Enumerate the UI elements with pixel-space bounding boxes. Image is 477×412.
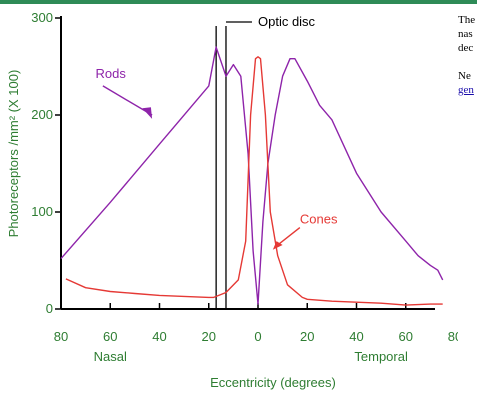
x-region-label-temporal: Temporal (354, 349, 408, 364)
x-tick-label: 20 (202, 329, 216, 344)
series-line-rods (60, 46, 444, 305)
side-text-line: nas (458, 28, 473, 40)
photoreceptor-density-chart: 010020030080604020020406080NasalTemporal… (6, 10, 458, 390)
annotation-rods-arrowhead (142, 107, 153, 119)
side-text-line: The (458, 14, 476, 26)
x-tick-label: 60 (399, 329, 413, 344)
y-tick-label: 300 (31, 10, 53, 25)
side-text-line: Ne (458, 70, 471, 82)
x-tick-label: 60 (103, 329, 117, 344)
x-tick-label: 80 (448, 329, 458, 344)
annotation-rods-arrow (102, 85, 153, 116)
x-region-label-nasal: Nasal (94, 349, 127, 364)
x-tick-label: 20 (300, 329, 314, 344)
chart-axes (55, 16, 435, 310)
y-tick-label: 0 (46, 301, 53, 316)
x-tick-label: 40 (152, 329, 166, 344)
annotation-rods-label: Rods (95, 66, 126, 81)
x-tick-label: 0 (254, 329, 261, 344)
chart-labels: 010020030080604020020406080NasalTemporal… (6, 10, 458, 390)
series-line-cones (65, 56, 443, 306)
side-text-line: dec (458, 42, 474, 54)
y-tick-label: 100 (31, 204, 53, 219)
x-axis-title: Eccentricity (degrees) (210, 375, 336, 390)
y-tick-label: 200 (31, 107, 53, 122)
annotation-cones-label: Cones (300, 212, 338, 227)
y-axis-title: Photoreceptors /mm² (X 100) (6, 70, 21, 238)
chart-marks (60, 21, 444, 309)
side-text-link[interactable]: gen (458, 84, 474, 96)
optic-disc-label: Optic disc (258, 14, 316, 29)
x-tick-label: 40 (349, 329, 363, 344)
x-tick-label: 80 (54, 329, 68, 344)
annotation-cones-arrowhead (272, 241, 283, 250)
